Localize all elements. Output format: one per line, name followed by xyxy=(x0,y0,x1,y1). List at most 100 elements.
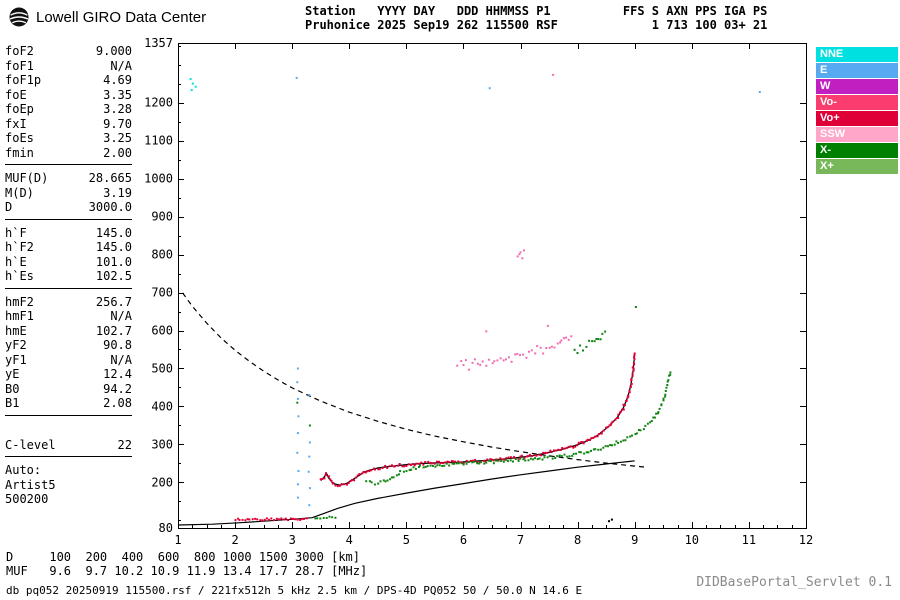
noise-pink xyxy=(485,73,555,333)
y-tick-label: 200 xyxy=(151,475,173,489)
parameter-value: 9.70 xyxy=(103,116,132,131)
servlet-version-label: DIDBasePortal_Servlet 0.1 xyxy=(696,575,892,590)
x-tick-label: 7 xyxy=(517,533,524,547)
x-tick-label: 10 xyxy=(685,533,699,547)
parameter-row-md: M(D) 3.19 xyxy=(5,186,132,201)
parameter-row-b0: B0 94.2 xyxy=(5,382,132,397)
distance-row: D 100 200 400 600 800 1000 1500 3000 [km… xyxy=(6,550,361,564)
y-tick-label: 700 xyxy=(151,286,173,300)
noise-green xyxy=(296,306,637,427)
parameter-value: 3.35 xyxy=(103,87,132,102)
x-tick-label: 4 xyxy=(346,533,353,547)
parameter-value: 102.5 xyxy=(95,269,132,283)
plot-border xyxy=(178,43,807,529)
y-tick-label: 1100 xyxy=(144,134,173,148)
parameter-label: fmin xyxy=(5,145,34,160)
parameter-value: 3.28 xyxy=(103,102,132,116)
x-tick-label: 6 xyxy=(460,533,467,547)
parameter-row-fof2: foF2 9.000 xyxy=(5,44,132,59)
auto-scaler-label: 500200 xyxy=(5,492,49,506)
o-trace-es xyxy=(234,517,308,522)
noise-blue xyxy=(295,76,761,507)
o-trace-second-order xyxy=(456,335,573,371)
giro-logo: Lowell GIRO Data Center xyxy=(8,6,206,28)
legend-item-nne: NNE xyxy=(816,47,898,62)
parameter-label: M(D) xyxy=(5,185,34,200)
y-tick-label: 1000 xyxy=(144,172,173,186)
muf-row: MUF 9.6 9.7 10.2 10.9 11.9 13.4 17.7 28.… xyxy=(6,564,368,578)
parameter-value: 22 xyxy=(117,437,132,452)
parameter-row-foe: foE 3.35 xyxy=(5,88,132,103)
x-tick-label: 11 xyxy=(742,533,756,547)
parameter-label: yE xyxy=(5,367,20,381)
parameter-row-clevel: C-level 22 xyxy=(5,438,132,453)
parameter-row-hme: hmE 102.7 xyxy=(5,324,132,339)
parameter-label: C-level xyxy=(5,437,56,452)
parameter-group: h`F 145.0 h`F2 145.0 h`E 101.0 h`Es 102.5 xyxy=(5,226,132,284)
parameter-row-foep: foEp 3.28 xyxy=(5,102,132,117)
parameter-value: 9.000 xyxy=(95,44,132,58)
parameter-value: 4.69 xyxy=(103,73,132,87)
parameter-row-hf: h`F 145.0 xyxy=(5,226,132,241)
parameter-value: 3.19 xyxy=(103,185,132,200)
parameter-label: B1 xyxy=(5,396,20,410)
parameter-value: N/A xyxy=(110,309,132,323)
parameter-panel: foF2 9.000 foF1 N/A foF1p 4.69 foE 3.35 foEp 3.28… xyxy=(5,44,132,507)
legend-item-x: X+ xyxy=(816,159,898,174)
separator-line xyxy=(5,414,132,416)
parameter-row-he: h`E 101.0 xyxy=(5,255,132,270)
auto-scaler-label: Artist5 xyxy=(5,477,56,492)
separator-line xyxy=(5,456,132,457)
separator-line xyxy=(5,218,132,220)
ionogram-plot: 1 2 3 4 5 6 7 8 9 10 11 121357120011001000900800700… xyxy=(144,36,813,547)
legend-item-vo: Vo- xyxy=(816,95,898,110)
header-values-line: Pruhonice 2025 Sep19 262 115500 RSF 1 71… xyxy=(305,18,768,32)
parameter-group: MUF(D) 28.665 M(D) 3.19 D 3000.0 xyxy=(5,171,132,215)
parameter-label: h`F2 xyxy=(5,240,34,254)
y-tick-label: 1200 xyxy=(144,96,173,110)
parameter-label: foEs xyxy=(5,131,34,145)
o-trace-f xyxy=(319,352,636,488)
muf-distance-table: D 100 200 400 600 800 1000 1500 3000 [km… xyxy=(6,550,367,578)
x-trace-f xyxy=(365,371,672,486)
parameter-value: 90.8 xyxy=(103,338,132,352)
legend-item-vo: Vo+ xyxy=(816,111,898,126)
parameter-row-yf2: yF2 90.8 xyxy=(5,338,132,353)
x-tick-label: 1 xyxy=(174,533,181,547)
parameter-value: 2.08 xyxy=(103,396,132,410)
ionogram-header: Station YYYY DAY DDD HHMMSS P1 FFS S AXN… xyxy=(305,4,767,32)
parameter-value: 28.665 xyxy=(88,171,132,185)
logo-text: Lowell GIRO Data Center xyxy=(36,8,207,26)
y-tick-label: 600 xyxy=(151,324,173,338)
parameter-row-yf1: yF1 N/A xyxy=(5,353,132,368)
parameter-value: 12.4 xyxy=(103,367,132,381)
legend-item-e: E xyxy=(816,63,898,78)
ionogram-chart: 1 2 3 4 5 6 7 8 9 10 11 12 1357 1200 1100 1000 900 800 700… xyxy=(140,35,840,551)
parameter-row-foes: foEs 3.25 xyxy=(5,131,132,146)
parameter-group: C-level 22 xyxy=(5,438,132,453)
parameter-label: hmF2 xyxy=(5,294,34,309)
legend-item-ssw: SSW xyxy=(816,127,898,142)
giro-globe-icon xyxy=(9,7,29,27)
parameter-value: 256.7 xyxy=(95,294,132,309)
artist-fitted-trace xyxy=(320,353,636,486)
muf-transmission-curve xyxy=(182,292,647,468)
parameter-row-b1: B1 2.08 xyxy=(5,396,132,411)
true-height-profile xyxy=(177,460,635,526)
parameter-label: foF2 xyxy=(5,44,34,58)
y-tick-label: 80 xyxy=(159,521,173,535)
parameter-value: 3000.0 xyxy=(88,200,132,214)
parameter-value: 3.25 xyxy=(103,131,132,145)
parameter-label: h`E xyxy=(5,254,27,269)
x-tick-label: 3 xyxy=(289,533,296,547)
noise-cyan xyxy=(189,78,197,92)
parameter-row-ye: yE 12.4 xyxy=(5,367,132,382)
legend-item-x: X- xyxy=(816,143,898,158)
parameter-value: N/A xyxy=(110,352,132,367)
parameter-row-hmf1: hmF1 N/A xyxy=(5,309,132,324)
trace-legend: NNE E W Vo- Vo+ SSW X- X+ xyxy=(816,47,898,175)
x-tick-label: 5 xyxy=(403,533,410,547)
parameter-label: MUF(D) xyxy=(5,171,49,185)
y-tick-label: 500 xyxy=(151,361,173,375)
parameter-value: N/A xyxy=(110,58,132,73)
